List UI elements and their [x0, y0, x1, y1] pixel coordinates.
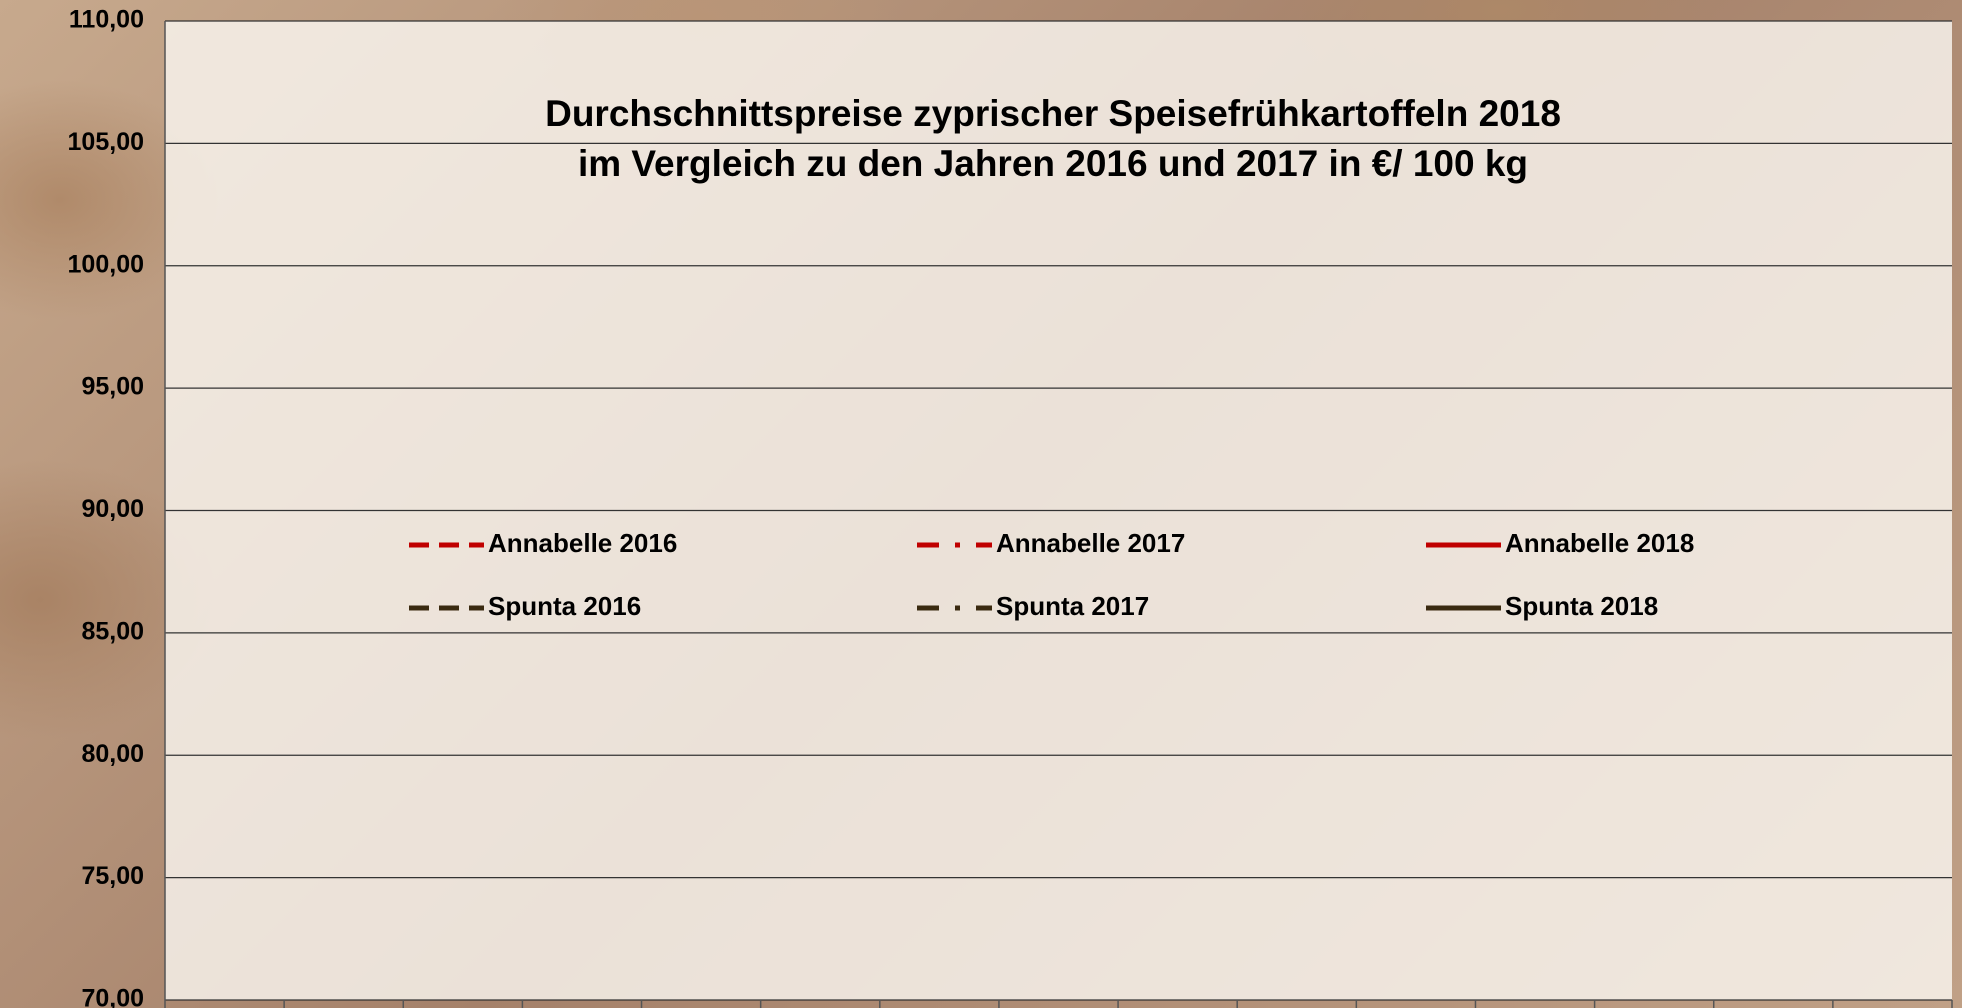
- legend-label: Spunta 2018: [1505, 591, 1658, 621]
- y-tick-label: 90,00: [81, 495, 144, 523]
- legend-label: Spunta 2017: [996, 591, 1149, 621]
- y-tick-label: 105,00: [68, 128, 144, 156]
- y-tick-label: 75,00: [81, 862, 144, 890]
- legend-label: Annabelle 2016: [488, 528, 677, 558]
- y-tick-label: 85,00: [81, 617, 144, 645]
- legend-label: Annabelle 2017: [996, 528, 1185, 558]
- y-tick-label: 95,00: [81, 373, 144, 401]
- y-tick-label: 80,00: [81, 740, 144, 768]
- y-tick-label: 100,00: [68, 250, 144, 278]
- chart-title: Durchschnittspreise zyprischer Speisefrü…: [545, 93, 1561, 134]
- legend-label: Annabelle 2018: [1505, 528, 1694, 558]
- legend-label: Spunta 2016: [488, 591, 641, 621]
- chart-title: im Vergleich zu den Jahren 2016 und 2017…: [578, 143, 1528, 184]
- y-tick-label: 70,00: [81, 985, 144, 1008]
- y-tick-label: 110,00: [69, 6, 144, 34]
